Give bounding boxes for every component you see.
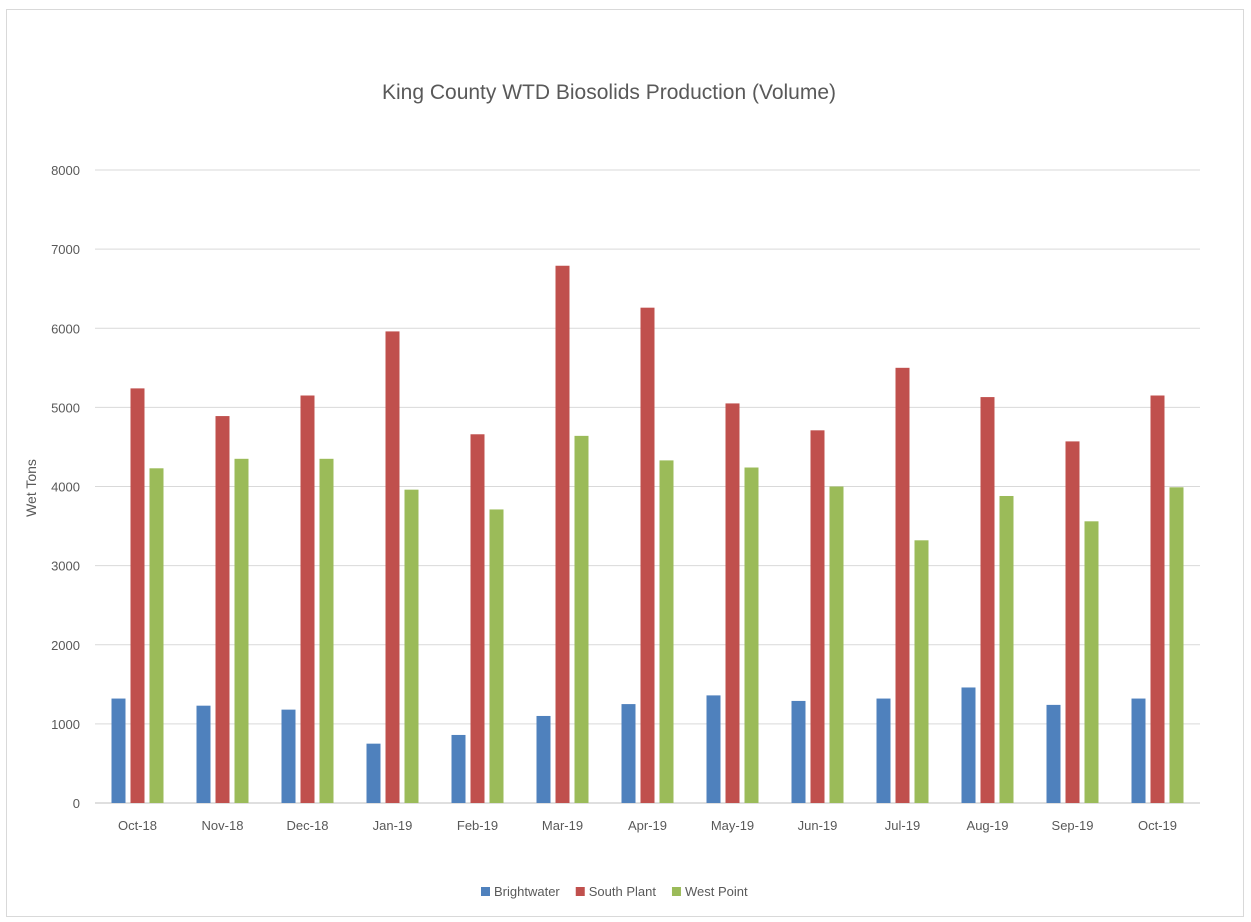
bar-south-plant [385,331,400,803]
legend-label: West Point [685,884,748,899]
bar-west-point [404,489,419,803]
bar-west-point [149,468,164,803]
bar-brightwater [536,715,551,803]
bar-west-point [1084,521,1099,803]
bar-south-plant [1150,395,1165,803]
bar-west-point [489,509,504,803]
bar-brightwater [1131,698,1146,803]
bar-west-point [914,540,929,803]
y-tick-label: 4000 [51,480,80,495]
bar-south-plant [130,388,145,803]
bar-brightwater [281,709,296,803]
x-tick-label: Mar-19 [542,818,583,833]
bar-brightwater [111,698,126,803]
bar-brightwater [196,705,211,803]
x-tick-label: Feb-19 [457,818,498,833]
bar-south-plant [1065,441,1080,803]
legend-label: Brightwater [494,884,560,899]
x-tick-label: Dec-18 [287,818,329,833]
bars [111,265,1184,804]
bar-south-plant [725,403,740,803]
y-tick-label: 8000 [51,163,80,178]
bar-south-plant [555,265,570,804]
x-axis-ticks: Oct-18 Nov-18 Dec-18 Jan-19 Feb-19 Mar-19 Apr-… [118,818,1177,833]
bar-brightwater [791,700,806,803]
x-tick-label: Sep-19 [1052,818,1094,833]
bar-south-plant [895,367,910,803]
legend-label: South Plant [589,884,657,899]
y-tick-label: 7000 [51,242,80,257]
chart-title: King County WTD Biosolids Production (Vo… [382,81,836,104]
y-tick-label: 2000 [51,638,80,653]
bar-west-point [234,458,249,803]
y-tick-label: 0 [73,796,80,811]
bar-south-plant [980,397,995,803]
bar-west-point [1169,487,1184,803]
legend-swatch [575,887,585,896]
x-tick-label: Jul-19 [885,818,920,833]
legend: Brightwater South Plant West Point [481,884,748,899]
x-tick-label: Jun-19 [798,818,838,833]
bar-west-point [574,435,589,803]
y-tick-label: 3000 [51,559,80,574]
bar-west-point [659,460,674,803]
y-tick-label: 1000 [51,717,80,732]
x-tick-label: Oct-18 [118,818,157,833]
y-tick-label: 6000 [51,321,80,336]
x-tick-label: Apr-19 [628,818,667,833]
legend-swatch [671,887,681,896]
y-axis-ticks: 0 1000 2000 3000 4000 5000 6000 7000 8000 [51,163,80,811]
bar-west-point [999,495,1014,803]
bar-south-plant [640,307,655,803]
bar-south-plant [810,430,825,803]
bar-brightwater [621,704,636,803]
bar-south-plant [470,434,485,803]
bar-west-point [829,486,844,803]
x-tick-label: Nov-18 [202,818,244,833]
bar-west-point [744,467,759,803]
x-tick-label: Oct-19 [1138,818,1177,833]
x-tick-label: Aug-19 [967,818,1009,833]
bar-west-point [319,458,334,803]
bar-south-plant [300,395,315,803]
y-tick-label: 5000 [51,400,80,415]
bar-brightwater [876,698,891,803]
bar-brightwater [366,743,381,803]
x-tick-label: May-19 [711,818,754,833]
y-axis-label: Wet Tons [23,459,39,517]
legend-swatch [481,887,490,896]
bar-south-plant [215,416,230,803]
bar-brightwater [961,687,976,803]
bar-brightwater [451,734,466,803]
bar-brightwater [706,695,721,803]
x-tick-label: Jan-19 [373,818,413,833]
bar-brightwater [1046,704,1061,803]
